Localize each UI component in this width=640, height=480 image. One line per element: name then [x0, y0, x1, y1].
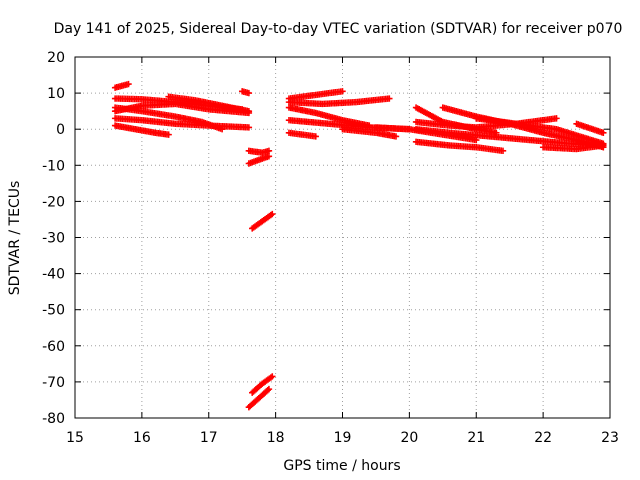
y-axis: -80 -70 -60 -50 -40 -30 -20 -10 0 10 20: [42, 50, 610, 427]
satellite-track: [573, 120, 607, 137]
y-tick-label: 20: [47, 50, 65, 66]
satellite-track: [245, 153, 273, 167]
data-point: [218, 126, 226, 133]
data-point: [269, 210, 276, 218]
x-tick-label: 17: [200, 430, 218, 446]
satellite-track: [339, 126, 400, 140]
data-point: [600, 142, 607, 149]
satellite-track: [412, 138, 507, 155]
x-tick-label: 19: [334, 430, 352, 446]
y-tick-label: -20: [42, 194, 65, 210]
data-point: [269, 373, 276, 380]
data-point: [386, 95, 393, 102]
satellite-track: [111, 122, 172, 138]
data-point: [600, 129, 607, 137]
y-tick-label: -70: [42, 375, 65, 391]
x-axis-label: GPS time / hours: [283, 458, 400, 474]
satellite-track: [111, 104, 226, 133]
data-point: [245, 107, 253, 115]
satellite-track: [285, 95, 393, 108]
x-tick-label: 15: [66, 430, 84, 446]
y-axis-label: SDTVAR / TECUs: [7, 181, 23, 296]
satellite-track: [111, 80, 132, 91]
data-point: [264, 387, 271, 394]
data-point: [392, 133, 400, 140]
y-tick-label: -60: [42, 339, 65, 355]
satellite-track: [238, 88, 253, 97]
data-point: [312, 133, 319, 140]
x-tick-label: 22: [534, 430, 552, 446]
satellite-track: [285, 88, 346, 102]
satellite-track: [412, 126, 607, 149]
data-point: [499, 147, 507, 155]
chart-title: Day 141 of 2025, Sidereal Day-to-day VTE…: [54, 21, 623, 37]
data-point: [165, 131, 172, 138]
x-tick-label: 21: [467, 430, 485, 446]
x-axis: 15 16 17 18 19 20 21 22 23: [66, 57, 619, 446]
y-tick-label: -30: [42, 231, 65, 247]
x-tick-label: 23: [601, 430, 619, 446]
y-tick-label: 0: [56, 122, 65, 138]
y-tick-label: -80: [42, 411, 65, 427]
data-point: [265, 385, 273, 393]
satellite-track: [245, 147, 273, 156]
satellite-track: [249, 373, 276, 396]
y-tick-label: 10: [47, 86, 65, 102]
satellite-track: [165, 93, 253, 115]
data-point: [125, 80, 132, 88]
data-point: [265, 147, 273, 155]
data-point: [265, 153, 273, 160]
satellite-track: [285, 129, 319, 140]
data-point: [339, 88, 346, 95]
satellite-track: [111, 115, 253, 131]
x-tick-label: 20: [400, 430, 418, 446]
data-point: [245, 89, 253, 97]
data-point: [245, 124, 253, 131]
x-tick-label: 16: [133, 430, 151, 446]
satellite-track: [245, 385, 273, 411]
data-points: [111, 80, 607, 411]
satellite-track: [249, 210, 276, 232]
y-tick-label: -50: [42, 303, 65, 319]
x-tick-label: 18: [267, 430, 285, 446]
y-tick-label: -40: [42, 267, 65, 283]
data-point: [553, 115, 560, 122]
y-tick-label: -10: [42, 158, 65, 174]
satellite-track: [539, 142, 607, 153]
